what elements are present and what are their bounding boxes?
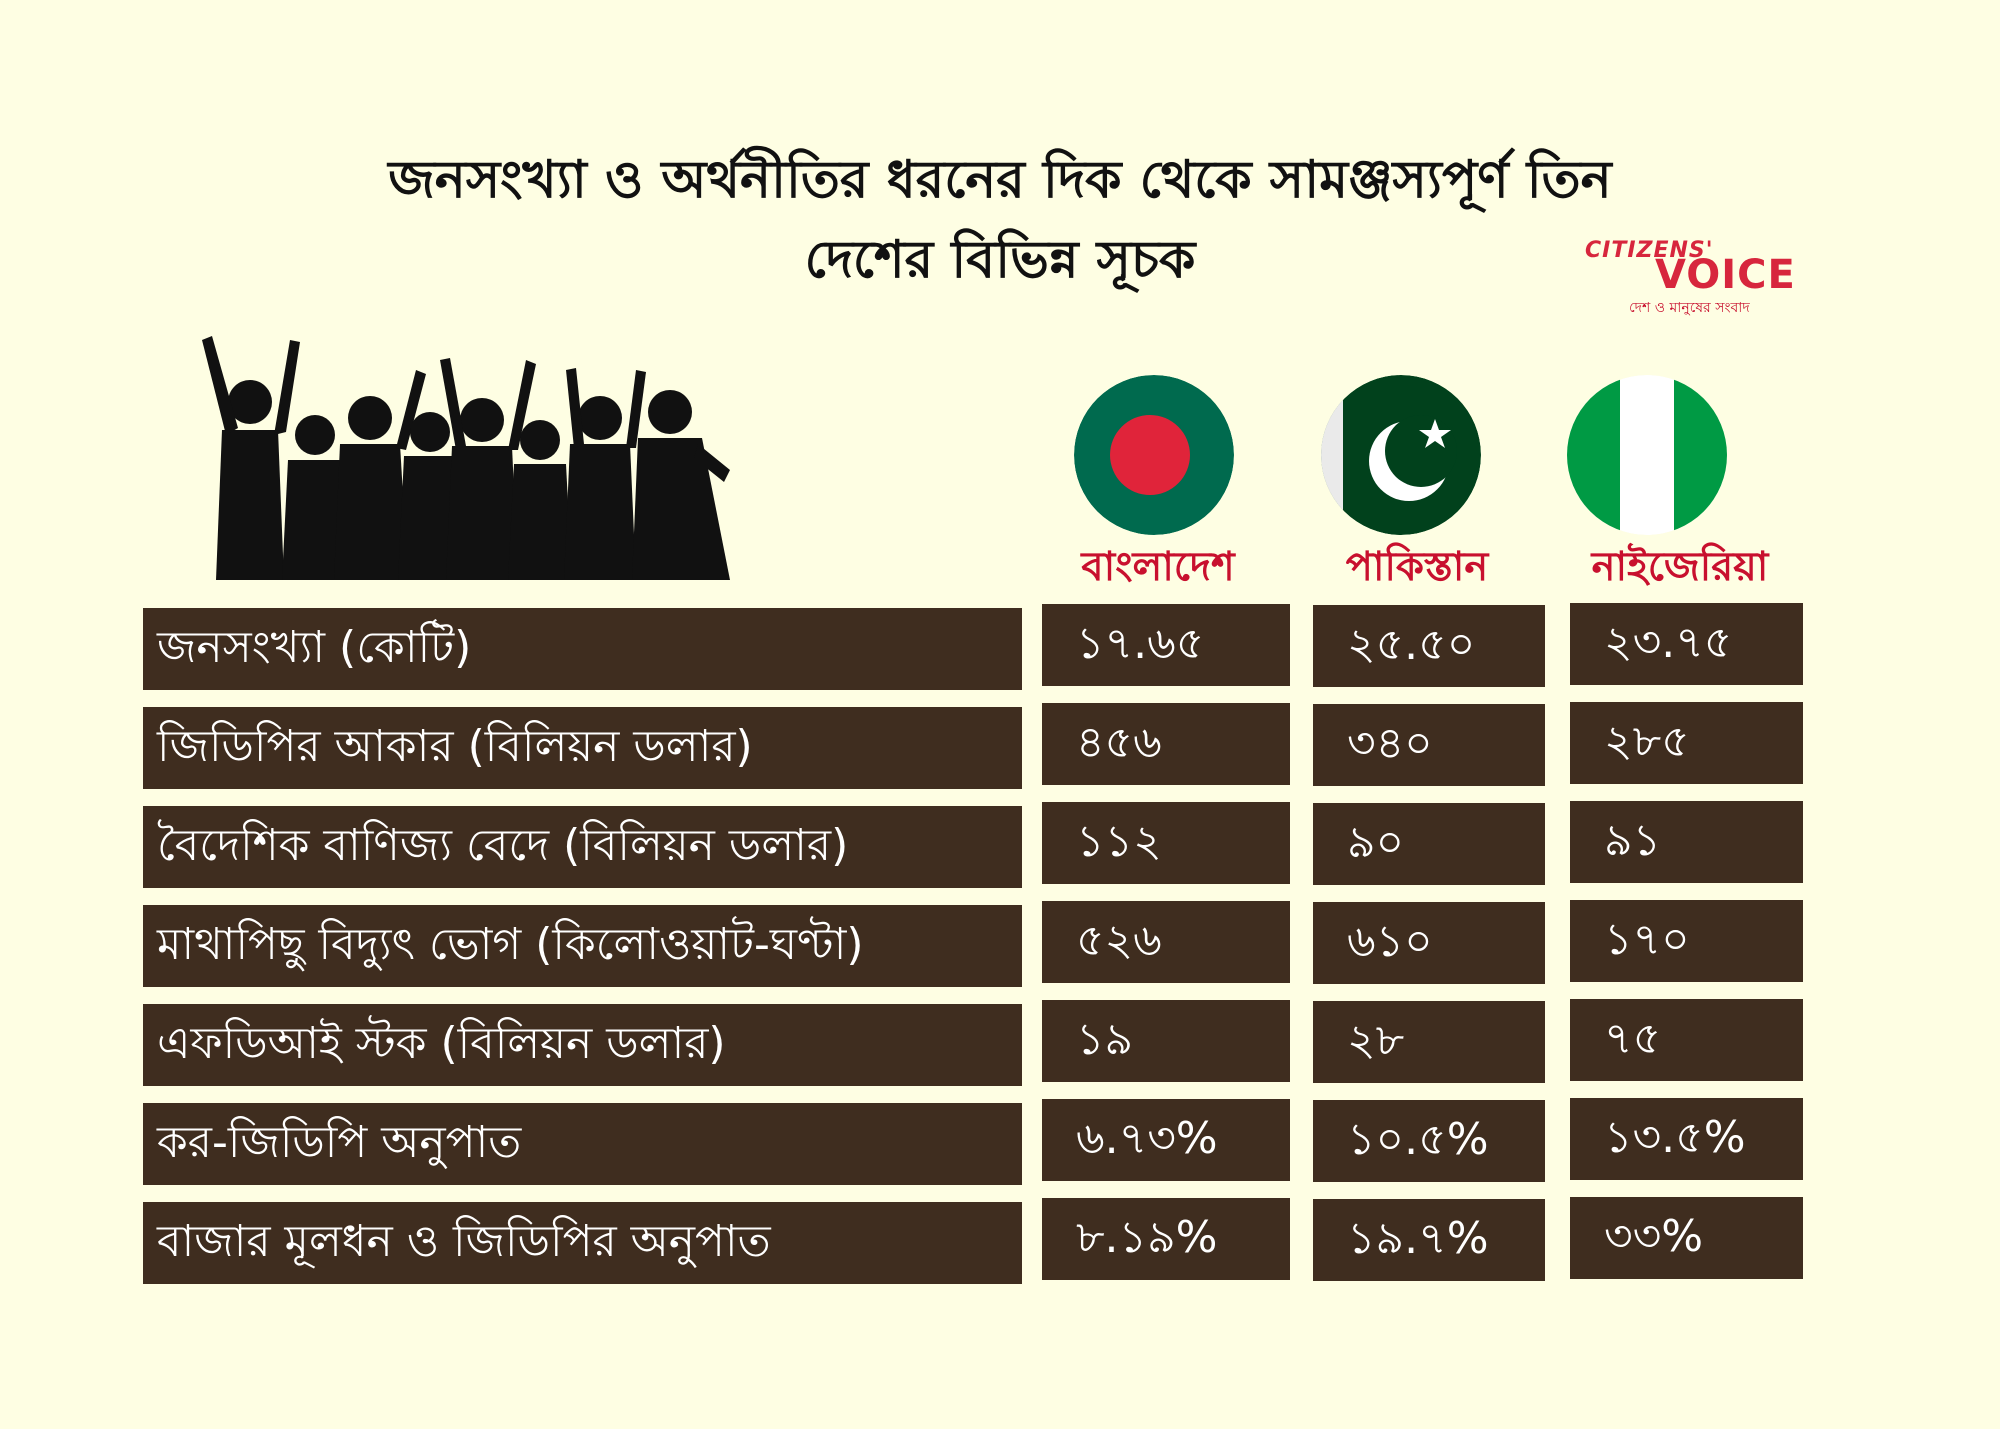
page-title: জনসংখ্যা ও অর্থনীতির ধরনের দিক থেকে সামঞ… — [0, 140, 2000, 300]
column-header-pakistan: পাকিস্তান — [1345, 544, 1489, 590]
cell-pakistan: ১৯.৭% — [1313, 1199, 1545, 1281]
cell-nigeria: ৩৩% — [1570, 1197, 1803, 1279]
cell-nigeria: ১৭০ — [1570, 900, 1803, 982]
cell-bangladesh: ৮.১৯% — [1042, 1198, 1290, 1280]
cell-bangladesh: ১১২ — [1042, 802, 1290, 884]
row-label: বাজার মূলধন ও জিডিপির অনুপাত — [143, 1202, 1022, 1284]
row-label: জনসংখ্যা (কোটি) — [143, 608, 1022, 690]
cell-bangladesh: ৬.৭৩% — [1042, 1099, 1290, 1181]
cell-bangladesh: ১৯ — [1042, 1000, 1290, 1082]
cell-pakistan: ২৮ — [1313, 1001, 1545, 1083]
cell-pakistan: ৬১০ — [1313, 902, 1545, 984]
pakistan-flag-icon — [1321, 375, 1481, 535]
nigeria-flag-icon — [1567, 375, 1727, 535]
cell-nigeria: ৯১ — [1570, 801, 1803, 883]
cell-nigeria: ১৩.৫% — [1570, 1098, 1803, 1180]
cell-bangladesh: ৫২৬ — [1042, 901, 1290, 983]
column-header-nigeria: নাইজেরিয়া — [1591, 544, 1769, 590]
cell-pakistan: ১০.৫% — [1313, 1100, 1545, 1182]
cell-nigeria: ৭৫ — [1570, 999, 1803, 1081]
crowd-silhouette-icon — [202, 336, 730, 580]
cell-pakistan: ৯০ — [1313, 803, 1545, 885]
cell-bangladesh: ১৭.৬৫ — [1042, 604, 1290, 686]
cell-nigeria: ২৩.৭৫ — [1570, 603, 1803, 685]
title-line-1: জনসংখ্যা ও অর্থনীতির ধরনের দিক থেকে সামঞ… — [388, 150, 1612, 210]
row-label: এফডিআই স্টক (বিলিয়ন ডলার) — [143, 1004, 1022, 1086]
cell-pakistan: ২৫.৫০ — [1313, 605, 1545, 687]
bangladesh-flag-icon — [1074, 375, 1234, 535]
citizens-voice-logo: CITIZENS' VOICE দেশ ও মানুষের সংবাদ — [1585, 238, 1796, 316]
title-line-2: দেশের বিভিন্ন সূচক — [804, 230, 1196, 290]
cell-pakistan: ৩৪০ — [1313, 704, 1545, 786]
cell-bangladesh: ৪৫৬ — [1042, 703, 1290, 785]
row-label: কর-জিডিপি অনুপাত — [143, 1103, 1022, 1185]
cell-nigeria: ২৮৫ — [1570, 702, 1803, 784]
row-label: জিডিপির আকার (বিলিয়ন ডলার) — [143, 707, 1022, 789]
column-header-bangladesh: বাংলাদেশ — [1081, 544, 1235, 590]
row-label: মাথাপিছু বিদ্যুৎ ভোগ (কিলোওয়াট-ঘণ্টা) — [143, 905, 1022, 987]
row-label: বৈদেশিক বাণিজ্য বেদে (বিলিয়ন ডলার) — [143, 806, 1022, 888]
